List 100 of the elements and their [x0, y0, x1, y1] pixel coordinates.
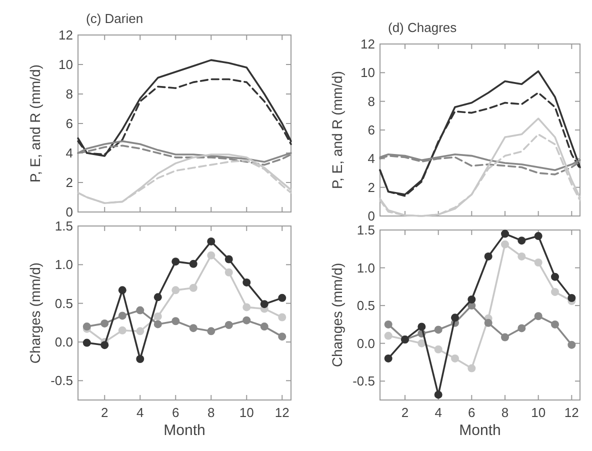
- y-tick-label: 8: [368, 94, 375, 109]
- point: [501, 333, 509, 342]
- point: [451, 314, 459, 322]
- point: [468, 296, 476, 304]
- point: [278, 294, 286, 302]
- x-tick-label: 6: [468, 405, 476, 420]
- point: [118, 312, 126, 320]
- point: [518, 236, 526, 245]
- chart-title: (d) Chagres: [388, 20, 458, 35]
- x-axis-title: Month: [164, 422, 206, 439]
- point: [242, 303, 251, 312]
- y-axis-title: P, E, and R (mm/d): [27, 64, 43, 183]
- point: [154, 312, 162, 320]
- y-tick-label: 6: [368, 122, 375, 138]
- x-tick-label: 4: [434, 405, 442, 420]
- point: [189, 324, 198, 332]
- y-tick-label: 0.5: [356, 298, 375, 314]
- x-axis-title: Month: [459, 422, 501, 439]
- chart-title: (c) Darien: [86, 11, 144, 26]
- point: [189, 284, 198, 292]
- point: [434, 390, 442, 399]
- y-tick-label: -0.5: [352, 374, 375, 389]
- y-tick-label: 0: [368, 208, 375, 224]
- y-tick-label: 12: [360, 36, 375, 52]
- point: [224, 320, 233, 329]
- x-tick-label: 8: [208, 405, 215, 420]
- y-tick-label: 1.0: [54, 257, 73, 272]
- point: [484, 318, 492, 327]
- y-tick-label: 4: [66, 146, 73, 161]
- y-tick-label: 8: [66, 86, 73, 102]
- y-axis-title: Changes (mm/d): [329, 262, 345, 368]
- y-tick-label: 0.0: [356, 336, 375, 351]
- point: [551, 272, 559, 281]
- x-tick-label: 12: [564, 405, 579, 420]
- point: [172, 317, 180, 326]
- point: [278, 313, 286, 322]
- point: [384, 354, 392, 362]
- point: [172, 258, 180, 266]
- x-tick-label: 2: [101, 405, 108, 420]
- point: [207, 251, 216, 260]
- point: [224, 268, 233, 276]
- point: [384, 332, 392, 340]
- y-tick-label: 1.0: [356, 260, 375, 276]
- point: [418, 339, 426, 348]
- point: [434, 326, 442, 334]
- point: [501, 230, 509, 238]
- x-tick-label: 10: [239, 405, 254, 420]
- y-axis-title: P, E, and R (mm/d): [329, 70, 345, 190]
- point: [154, 320, 162, 328]
- point: [434, 345, 442, 354]
- y-tick-label: 0.5: [54, 296, 73, 311]
- point: [118, 326, 126, 334]
- point: [384, 320, 392, 328]
- y-tick-label: 2: [66, 175, 73, 190]
- point: [484, 252, 492, 260]
- point: [534, 258, 542, 266]
- point: [278, 332, 286, 341]
- y-tick-label: 12: [58, 28, 73, 43]
- point: [568, 340, 576, 349]
- point: [242, 278, 251, 286]
- line-series: [77, 59, 292, 157]
- point: [100, 319, 109, 328]
- point: [136, 306, 144, 314]
- point: [154, 293, 162, 302]
- point: [136, 355, 144, 364]
- point: [534, 312, 542, 320]
- point: [518, 252, 526, 260]
- x-tick-label: 8: [501, 405, 509, 420]
- y-axis-title: Charges (mm/d): [27, 262, 43, 364]
- point: [189, 260, 198, 268]
- point: [451, 354, 459, 362]
- y-tick-label: 10: [360, 65, 375, 80]
- point: [468, 364, 476, 372]
- y-tick-label: 0: [66, 204, 73, 220]
- point: [260, 300, 268, 308]
- x-tick-label: 12: [274, 405, 290, 420]
- point: [172, 286, 180, 294]
- point: [207, 327, 216, 336]
- point: [534, 232, 542, 240]
- point: [207, 237, 216, 246]
- y-tick-label: 6: [66, 116, 73, 132]
- point: [136, 327, 144, 336]
- point: [242, 316, 251, 324]
- point: [551, 320, 559, 328]
- point: [100, 341, 109, 350]
- y-tick-label: 1.5: [356, 222, 375, 238]
- point: [501, 240, 509, 248]
- y-tick-label: 4: [368, 151, 375, 166]
- point: [260, 322, 268, 331]
- y-tick-label: 10: [58, 57, 73, 72]
- x-tick-label: 2: [401, 405, 409, 420]
- point: [551, 288, 559, 296]
- point: [82, 338, 91, 347]
- x-tick-label: 4: [136, 405, 144, 420]
- x-tick-label: 10: [531, 405, 546, 420]
- y-tick-label: -0.5: [50, 373, 73, 388]
- point: [568, 294, 576, 302]
- point: [118, 286, 126, 294]
- y-tick-label: 0.0: [54, 334, 73, 350]
- y-tick-label: 1.5: [54, 218, 73, 234]
